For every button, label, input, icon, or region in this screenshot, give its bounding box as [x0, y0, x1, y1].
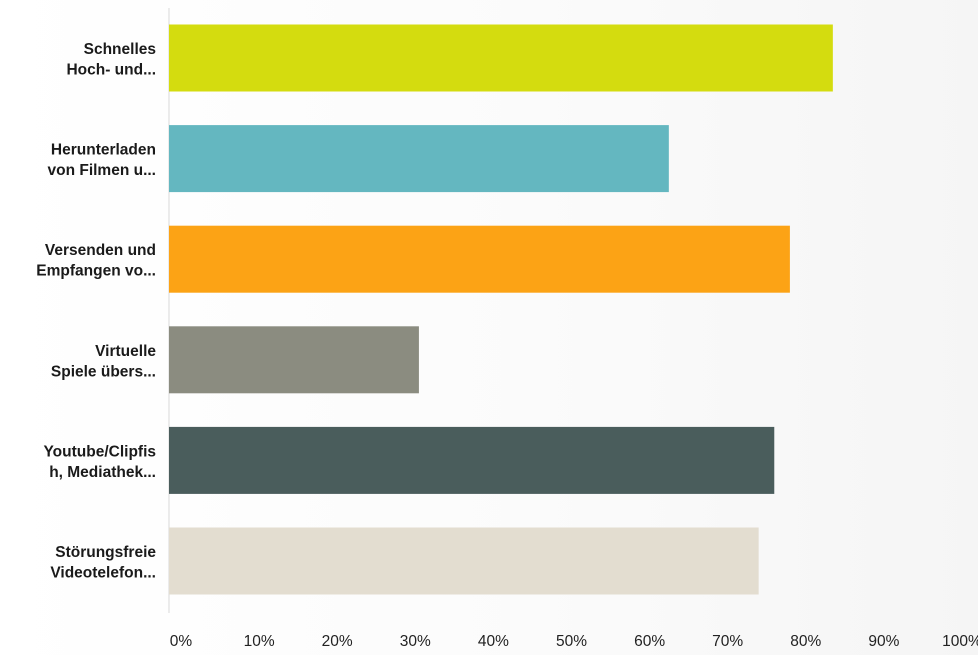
category-label-line: Störungsfreie	[55, 544, 156, 561]
bar-4	[169, 326, 419, 394]
bar-6	[169, 527, 759, 595]
category-label-line: Videotelefon...	[50, 565, 156, 582]
category-label-3: Versenden und Empfangen vo...	[36, 242, 156, 280]
x-tick-label: 30%	[400, 633, 431, 650]
x-tick-label: 80%	[790, 633, 821, 650]
category-labels: Schnelles Hoch- und... Herunterladen von Fi…	[36, 41, 156, 582]
category-label-1: Schnelles Hoch- und...	[66, 41, 156, 79]
category-label-5: Youtube/Clipfis h, Mediathek...	[43, 443, 156, 481]
bar-2	[169, 125, 669, 193]
x-tick-label: 20%	[322, 633, 353, 650]
category-label-line: Versenden und	[45, 242, 156, 259]
x-tick-label: 60%	[634, 633, 665, 650]
x-tick-label: 10%	[244, 633, 275, 650]
category-label-line: Virtuelle	[95, 343, 156, 360]
x-tick-label: 0%	[170, 633, 193, 650]
bar-1	[169, 24, 833, 92]
category-label-line: Youtube/Clipfis	[43, 443, 156, 460]
category-label-line: Empfangen vo...	[36, 263, 156, 280]
category-label-line: h, Mediathek...	[49, 464, 156, 481]
bars-layer	[169, 24, 833, 595]
x-tick-label: 40%	[478, 633, 509, 650]
bar-3	[169, 225, 790, 293]
category-label-2: Herunterladen von Filmen u...	[47, 142, 156, 180]
category-label-line: Schnelles	[84, 41, 156, 58]
x-tick-label: 50%	[556, 633, 587, 650]
category-label-line: Spiele übers...	[51, 363, 156, 380]
x-tick-label: 90%	[868, 633, 899, 650]
category-label-line: Hoch- und...	[66, 62, 156, 79]
x-tick-label: 70%	[712, 633, 743, 650]
category-label-line: von Filmen u...	[47, 162, 156, 179]
category-label-line: Herunterladen	[51, 142, 156, 159]
category-label-4: Virtuelle Spiele übers...	[51, 343, 156, 381]
bar-5	[169, 426, 775, 494]
category-label-6: Störungsfreie Videotelefon...	[50, 544, 156, 582]
x-tick-label: 100%	[942, 633, 978, 650]
x-axis-tick-labels: 0% 10% 20% 30% 40% 50% 60% 70% 80% 90% 100%	[170, 633, 978, 650]
